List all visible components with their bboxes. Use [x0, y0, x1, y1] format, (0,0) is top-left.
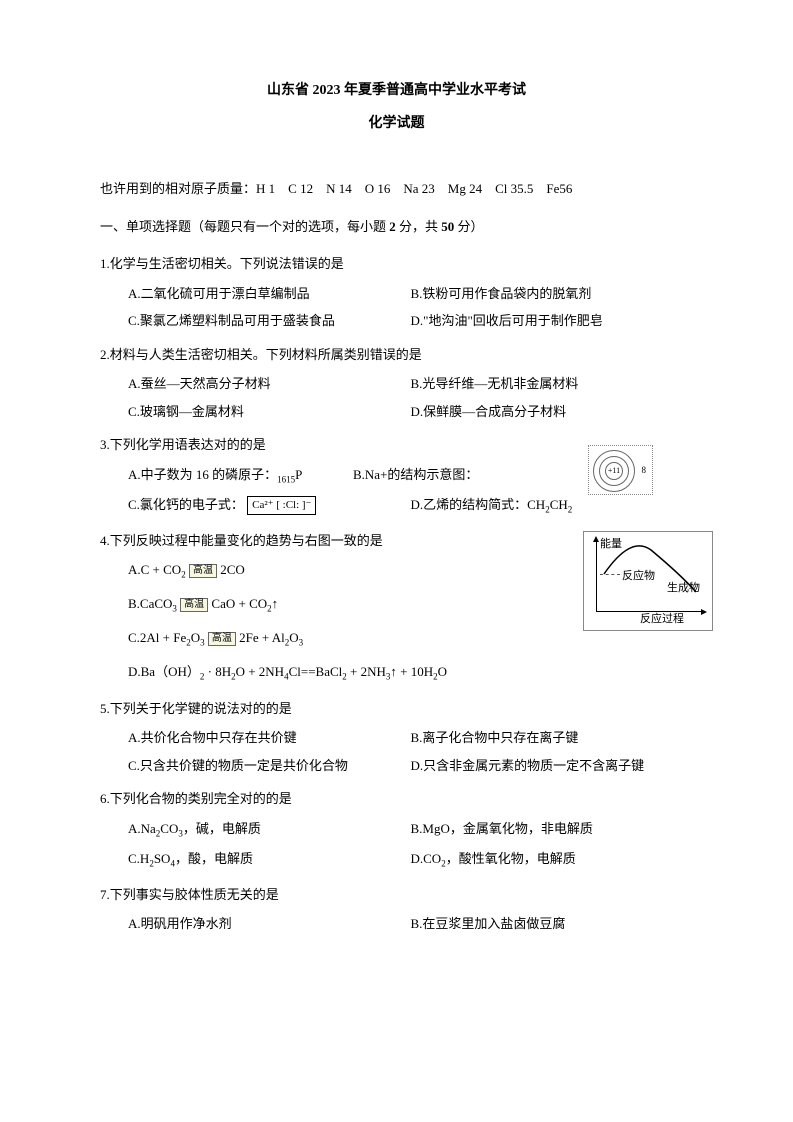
q6-option-c: C.H2SO4，酸，电解质 [128, 849, 411, 871]
page-title: 山东省 2023 年夏季普通高中学业水平考试 [100, 80, 693, 101]
q3a-prefix: A.中子数为 16 的磷原子： [128, 467, 277, 482]
q3a-sup: 16 [277, 474, 286, 484]
section-1-label: 一、单项选择题（每题只有一个对的选项，每小题 2 分，共 50 分） [100, 219, 484, 234]
q2-stem: 2.材料与人类生活密切相关。下列材料所属类别错误的是 [100, 345, 693, 365]
q4-option-a: A.C + CO2 高温 2CO [128, 560, 245, 582]
q6-option-b: B.MgO，金属氧化物，非电解质 [411, 819, 694, 841]
q5-option-a: A.共价化合物中只存在共价键 [128, 728, 411, 748]
atomic-mass-line: 也许用到的相对原子质量：H 1 C 12 N 14 O 16 Na 23 Mg … [100, 179, 693, 199]
hightemp-icon: 高温 [189, 564, 217, 578]
q2-option-a: A.蚕丝—天然高分子材料 [128, 374, 411, 394]
na-structure-diagram: +11 8 [588, 445, 653, 495]
q2-option-c: C.玻璃钢—金属材料 [128, 402, 411, 422]
q3a-sub: 15 [286, 474, 295, 484]
q5-option-c: C.只含共价键的物质一定是共价化合物 [128, 756, 411, 776]
q6-option-a: A.Na2CO3，碱，电解质 [128, 819, 411, 841]
q3a-elem: P [295, 467, 302, 482]
section-1-header: 一、单项选择题（每题只有一个对的选项，每小题 2 分，共 50 分） [100, 217, 693, 237]
q4-option-d: D.Ba（OH）2 · 8H2O + 2NH4Cl==BaCl2 + 2NH3↑… [128, 662, 447, 684]
q2-option-b: B.光导纤维—无机非金属材料 [411, 374, 694, 394]
q7-option-a: A.明矾用作净水剂 [128, 914, 411, 934]
q1-option-b: B.铁粉可用作食品袋内的脱氧剂 [411, 284, 694, 304]
hightemp-icon: 高温 [180, 598, 208, 612]
q1-stem: 1.化学与生活密切相关。下列说法错误的是 [100, 254, 693, 274]
q4a-suffix: 2CO [220, 562, 245, 577]
question-1: 1.化学与生活密切相关。下列说法错误的是 A.二氧化硫可用于漂白草编制品 B.铁… [100, 254, 693, 331]
q5-option-b: B.离子化合物中只存在离子键 [411, 728, 694, 748]
q6-option-d: D.CO2，酸性氧化物，电解质 [411, 849, 694, 871]
hightemp-icon: 高温 [208, 632, 236, 646]
q3c-formula: Ca²⁺ [ :Cl: ]⁻ [247, 496, 316, 515]
q5-option-d: D.只含非金属元素的物质一定不含离子键 [411, 756, 694, 776]
na-shell-label: 8 [642, 464, 647, 478]
na-nucleus-label: +11 [605, 462, 623, 480]
atomic-mass-prefix: 也许用到的相对原子质量： [100, 181, 256, 196]
atomic-mass-values: H 1 C 12 N 14 O 16 Na 23 Mg 24 Cl 35.5 F… [256, 181, 572, 196]
q3d-prefix: D.乙烯的结构简式： [411, 497, 528, 512]
reactant-label: 反应物 [622, 568, 655, 585]
q4c-prefix: C.2Al + Fe2O3 [128, 630, 205, 645]
question-6: 6.下列化合物的类别完全对的的是 A.Na2CO3，碱，电解质 B.MgO，金属… [100, 789, 693, 871]
q7-option-b: B.在豆浆里加入盐卤做豆腐 [411, 914, 694, 934]
q2-option-d: D.保鲜膜—合成高分子材料 [411, 402, 694, 422]
q3-option-a: A.中子数为 16 的磷原子：1615P [128, 465, 353, 487]
q1-option-a: A.二氧化硫可用于漂白草编制品 [128, 284, 411, 304]
q4a-prefix: A.C + CO2 [128, 562, 186, 577]
question-2: 2.材料与人类生活密切相关。下列材料所属类别错误的是 A.蚕丝—天然高分子材料 … [100, 345, 693, 422]
q4-option-b: B.CaCO3 高温 CaO + CO2↑ [128, 594, 278, 616]
q3d-formula: CH2CH2 [527, 497, 572, 512]
question-4: 能量 反应过程 反应物 生成物 4.下列反映过程中能量变化的趋势与右图一致的是 … [100, 531, 693, 685]
q4c-suffix: 2Fe + Al2O3 [239, 630, 303, 645]
q7-stem: 7.下列事实与胶体性质无关的是 [100, 885, 693, 905]
q3-option-c: C.氯化钙的电子式： Ca²⁺ [ :Cl: ]⁻ [128, 495, 411, 517]
q4b-prefix: B.CaCO3 [128, 596, 177, 611]
q6-stem: 6.下列化合物的类别完全对的的是 [100, 789, 693, 809]
page-subtitle: 化学试题 [100, 113, 693, 134]
q4b-suffix: CaO + CO2↑ [211, 596, 278, 611]
question-7: 7.下列事实与胶体性质无关的是 A.明矾用作净水剂 B.在豆浆里加入盐卤做豆腐 [100, 885, 693, 934]
product-label: 生成物 [667, 580, 700, 597]
q5-stem: 5.下列关于化学键的说法对的的是 [100, 699, 693, 719]
question-3: 3.下列化学用语表达对的的是 +11 8 A.中子数为 16 的磷原子：1615… [100, 435, 693, 517]
q4-option-c: C.2Al + Fe2O3 高温 2Fe + Al2O3 [128, 628, 303, 650]
q1-option-c: C.聚氯乙烯塑料制品可用于盛装食品 [128, 311, 411, 331]
energy-diagram: 能量 反应过程 反应物 生成物 [583, 531, 713, 631]
q3-option-d: D.乙烯的结构简式：CH2CH2 [411, 495, 694, 517]
q1-option-d: D."地沟油"回收后可用于制作肥皂 [411, 311, 694, 331]
q3c-prefix: C.氯化钙的电子式： [128, 497, 244, 512]
q3-option-b: B.Na+的结构示意图： [353, 465, 578, 487]
question-5: 5.下列关于化学键的说法对的的是 A.共价化合物中只存在共价键 B.离子化合物中… [100, 699, 693, 776]
